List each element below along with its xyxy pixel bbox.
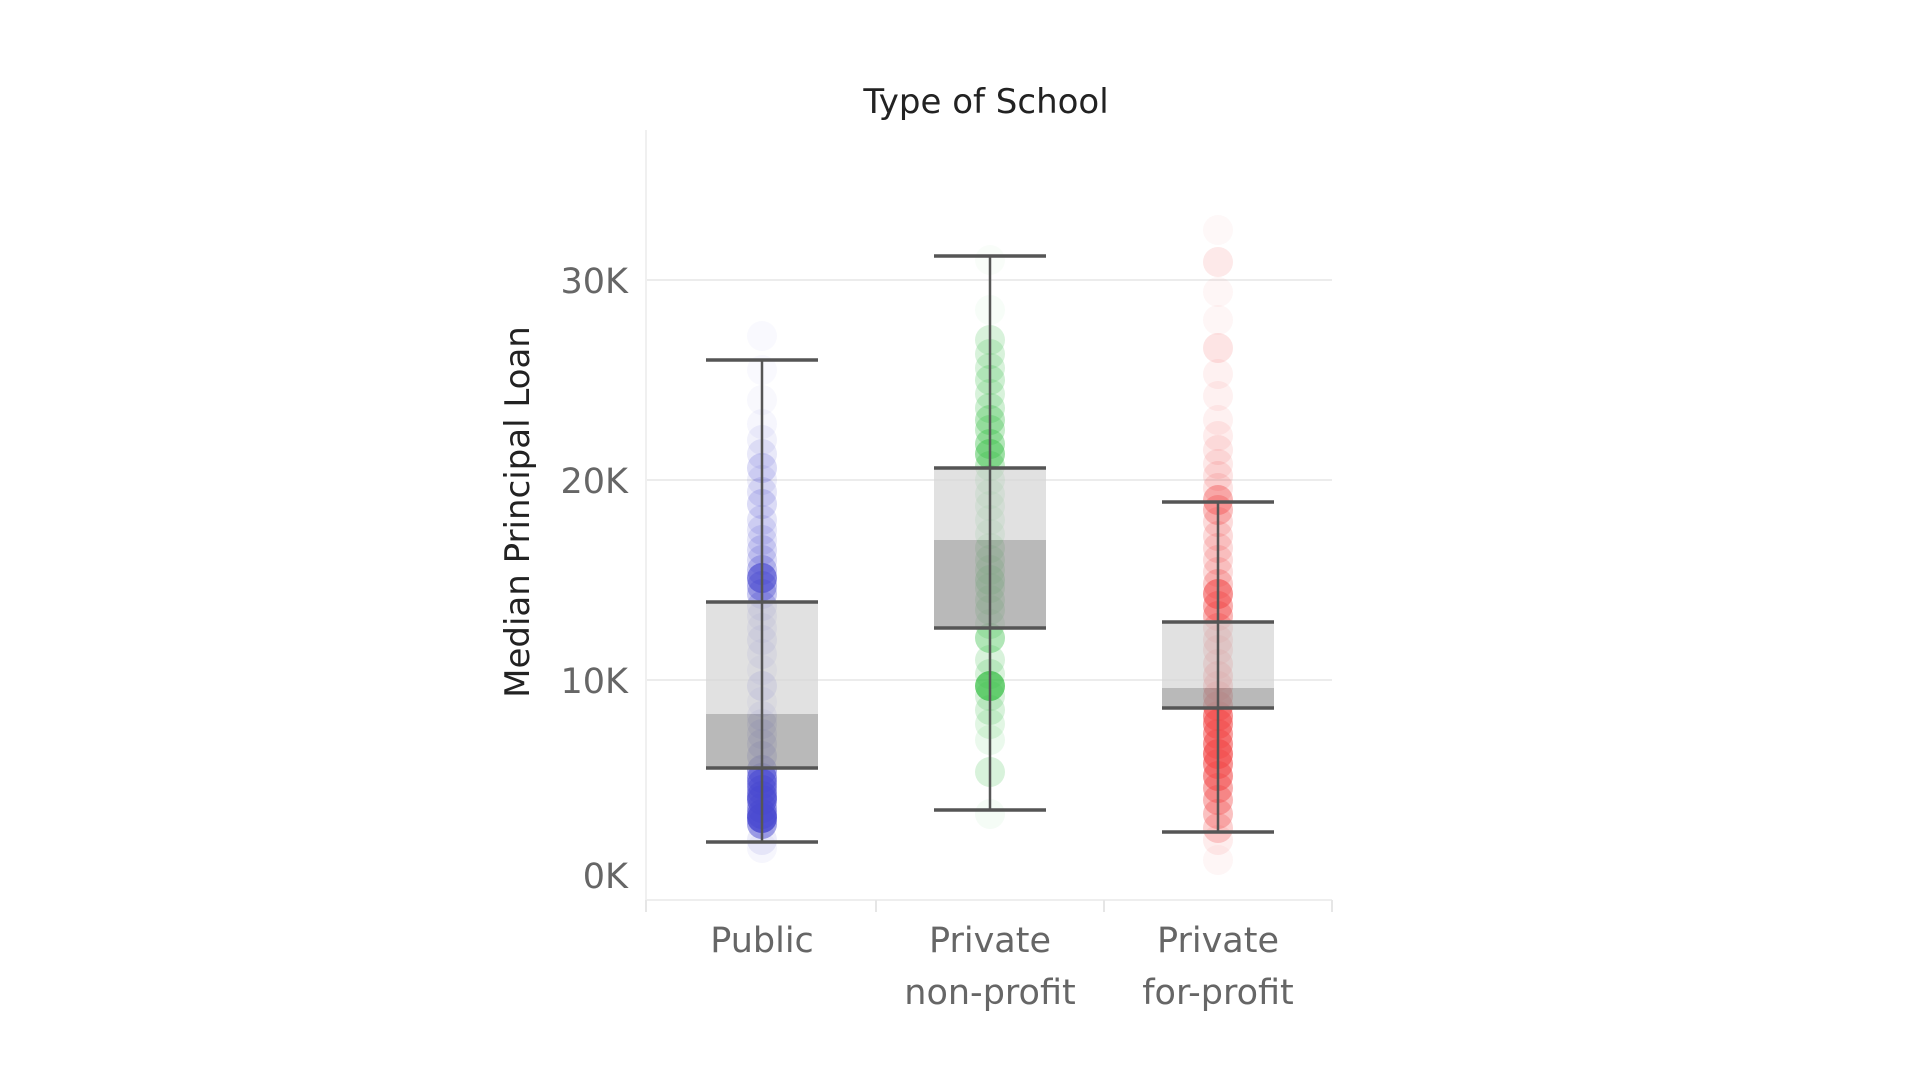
y-tick-label: 20K <box>561 462 630 502</box>
x-category-label: for-profit <box>1142 973 1294 1013</box>
data-point <box>1203 277 1233 307</box>
x-category-label: Private <box>1157 921 1279 961</box>
data-point <box>1203 485 1233 515</box>
x-category-label: Public <box>710 921 814 961</box>
data-point <box>1203 215 1233 245</box>
data-point <box>1203 421 1233 451</box>
box-public <box>706 358 818 844</box>
data-point <box>1203 845 1233 875</box>
data-point <box>1203 473 1233 503</box>
x-axis-category-labels: Public Private non-profit Private for-profit <box>710 921 1294 1013</box>
box-private-non-profit <box>934 254 1046 812</box>
y-tick-label: 10K <box>561 662 630 702</box>
y-tick-label: 0K <box>583 857 629 897</box>
data-point <box>1203 435 1233 465</box>
boxes-layer <box>706 254 1274 844</box>
data-point <box>1203 247 1233 277</box>
x-category-label: non-profit <box>904 973 1075 1013</box>
data-point <box>1203 381 1233 411</box>
data-point <box>747 321 777 351</box>
data-point <box>1203 405 1233 435</box>
data-point <box>1203 359 1233 389</box>
x-category-label: Private <box>929 921 1051 961</box>
data-point <box>1203 305 1233 335</box>
y-tick-label: 30K <box>561 262 630 302</box>
y-axis-tick-labels: 0K 10K 20K 30K <box>561 262 630 897</box>
box-private-for-profit <box>1162 500 1274 834</box>
data-point <box>1203 461 1233 491</box>
y-axis-label: Median Principal Loan <box>498 326 538 698</box>
data-point <box>1203 333 1233 363</box>
plot-area <box>645 130 1333 912</box>
axis-frame <box>645 130 1333 912</box>
data-point <box>975 799 1005 829</box>
chart-title: Type of School <box>862 82 1108 122</box>
data-point <box>1203 449 1233 479</box>
